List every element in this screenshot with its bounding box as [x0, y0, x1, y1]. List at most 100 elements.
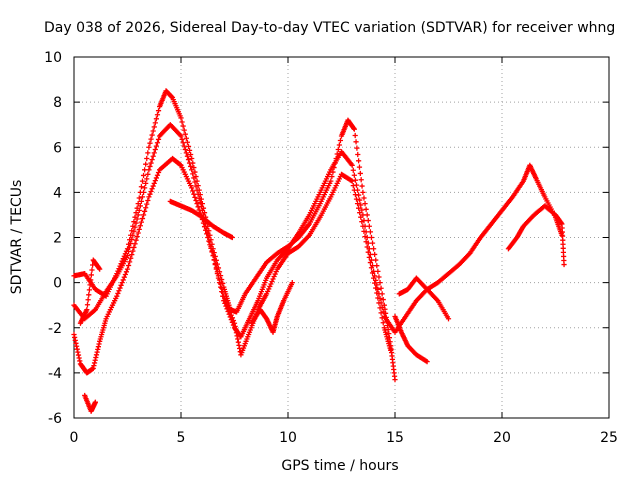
x-tick-label: 20: [493, 430, 511, 446]
data-point: [359, 219, 365, 225]
data-point: [153, 143, 159, 149]
data-point: [445, 316, 452, 322]
data-point: [377, 280, 383, 286]
data-point: [153, 116, 159, 122]
data-point: [206, 238, 212, 244]
data-point: [144, 155, 150, 162]
data-point: [203, 227, 209, 233]
data-point: [188, 163, 194, 170]
data-point: [127, 259, 133, 265]
data-point: [143, 205, 149, 211]
data-point: [154, 140, 161, 146]
data-point: [149, 186, 155, 192]
data-point: [268, 281, 274, 287]
data-point: [225, 304, 231, 310]
data-point: [351, 126, 357, 132]
data-point: [192, 194, 198, 200]
data-point: [212, 261, 218, 267]
series-track-c: [71, 155, 394, 376]
data-point: [371, 275, 377, 281]
data-point: [188, 151, 194, 158]
data-point: [118, 282, 124, 288]
data-point: [352, 192, 359, 198]
data-point: [265, 288, 271, 295]
data-point: [189, 155, 195, 162]
data-point: [152, 120, 158, 126]
chart-title: Day 038 of 2026, Sidereal Day-to-day VTE…: [44, 20, 615, 36]
data-point: [337, 137, 344, 144]
x-tick-label: 10: [279, 430, 297, 446]
data-point: [200, 220, 207, 226]
data-point: [360, 223, 366, 229]
data-point: [196, 207, 202, 213]
data-point: [195, 204, 201, 210]
data-point: [124, 266, 131, 272]
data-point: [136, 226, 142, 232]
y-tick-label: 2: [53, 231, 62, 247]
data-point: [179, 119, 185, 125]
data-point: [353, 196, 360, 202]
data-point: [185, 157, 192, 163]
data-point: [357, 210, 363, 216]
data-point: [147, 163, 153, 170]
data-point: [145, 197, 151, 204]
data-point: [133, 220, 139, 226]
data-point: [120, 277, 126, 283]
data-point: [181, 127, 187, 133]
data-point: [146, 167, 152, 173]
data-point: [336, 142, 342, 148]
y-tick-label: 6: [53, 140, 62, 156]
data-point: [224, 301, 230, 307]
data-point: [150, 183, 156, 189]
data-point: [183, 135, 189, 141]
data-point: [86, 292, 92, 298]
data-point: [375, 295, 381, 301]
data-point: [147, 191, 153, 197]
data-point: [227, 309, 233, 316]
data-point: [289, 280, 295, 286]
data-point: [367, 259, 373, 266]
data-point: [361, 228, 367, 235]
data-point: [351, 187, 357, 193]
data-point: [135, 212, 141, 218]
data-point: [184, 153, 191, 159]
data-point: [357, 197, 363, 203]
data-point: [121, 274, 127, 280]
data-point: [179, 136, 185, 142]
data-point: [144, 201, 150, 207]
data-point: [377, 305, 383, 311]
data-point: [147, 140, 153, 146]
data-point: [205, 234, 211, 241]
data-point: [379, 315, 385, 321]
data-point: [138, 198, 145, 204]
data-point: [151, 124, 157, 130]
data-point: [350, 183, 356, 189]
data-point: [264, 291, 270, 297]
data-point: [146, 144, 152, 150]
data-point: [135, 230, 141, 236]
data-point: [216, 277, 223, 283]
data-point: [177, 162, 183, 168]
data-point: [328, 178, 334, 184]
data-point: [182, 131, 188, 137]
data-point: [152, 178, 158, 184]
data-point: [349, 178, 355, 184]
data-point: [123, 269, 130, 275]
x-tick-label: 5: [177, 430, 186, 446]
data-point: [140, 212, 147, 218]
data-point: [138, 219, 145, 225]
axis-ticks: [73, 56, 610, 419]
data-point: [229, 315, 235, 321]
data-point: [117, 285, 123, 291]
data-point: [148, 160, 154, 166]
data-point: [180, 140, 186, 146]
data-point: [146, 194, 152, 200]
data-point: [335, 146, 341, 153]
grid: [74, 57, 609, 418]
data-point: [122, 271, 128, 278]
y-tick-labels: -6 -4 -2 0 2 4 6 8 10: [44, 50, 62, 427]
data-point: [129, 252, 135, 258]
data-point: [363, 206, 369, 212]
data-point: [376, 274, 382, 280]
